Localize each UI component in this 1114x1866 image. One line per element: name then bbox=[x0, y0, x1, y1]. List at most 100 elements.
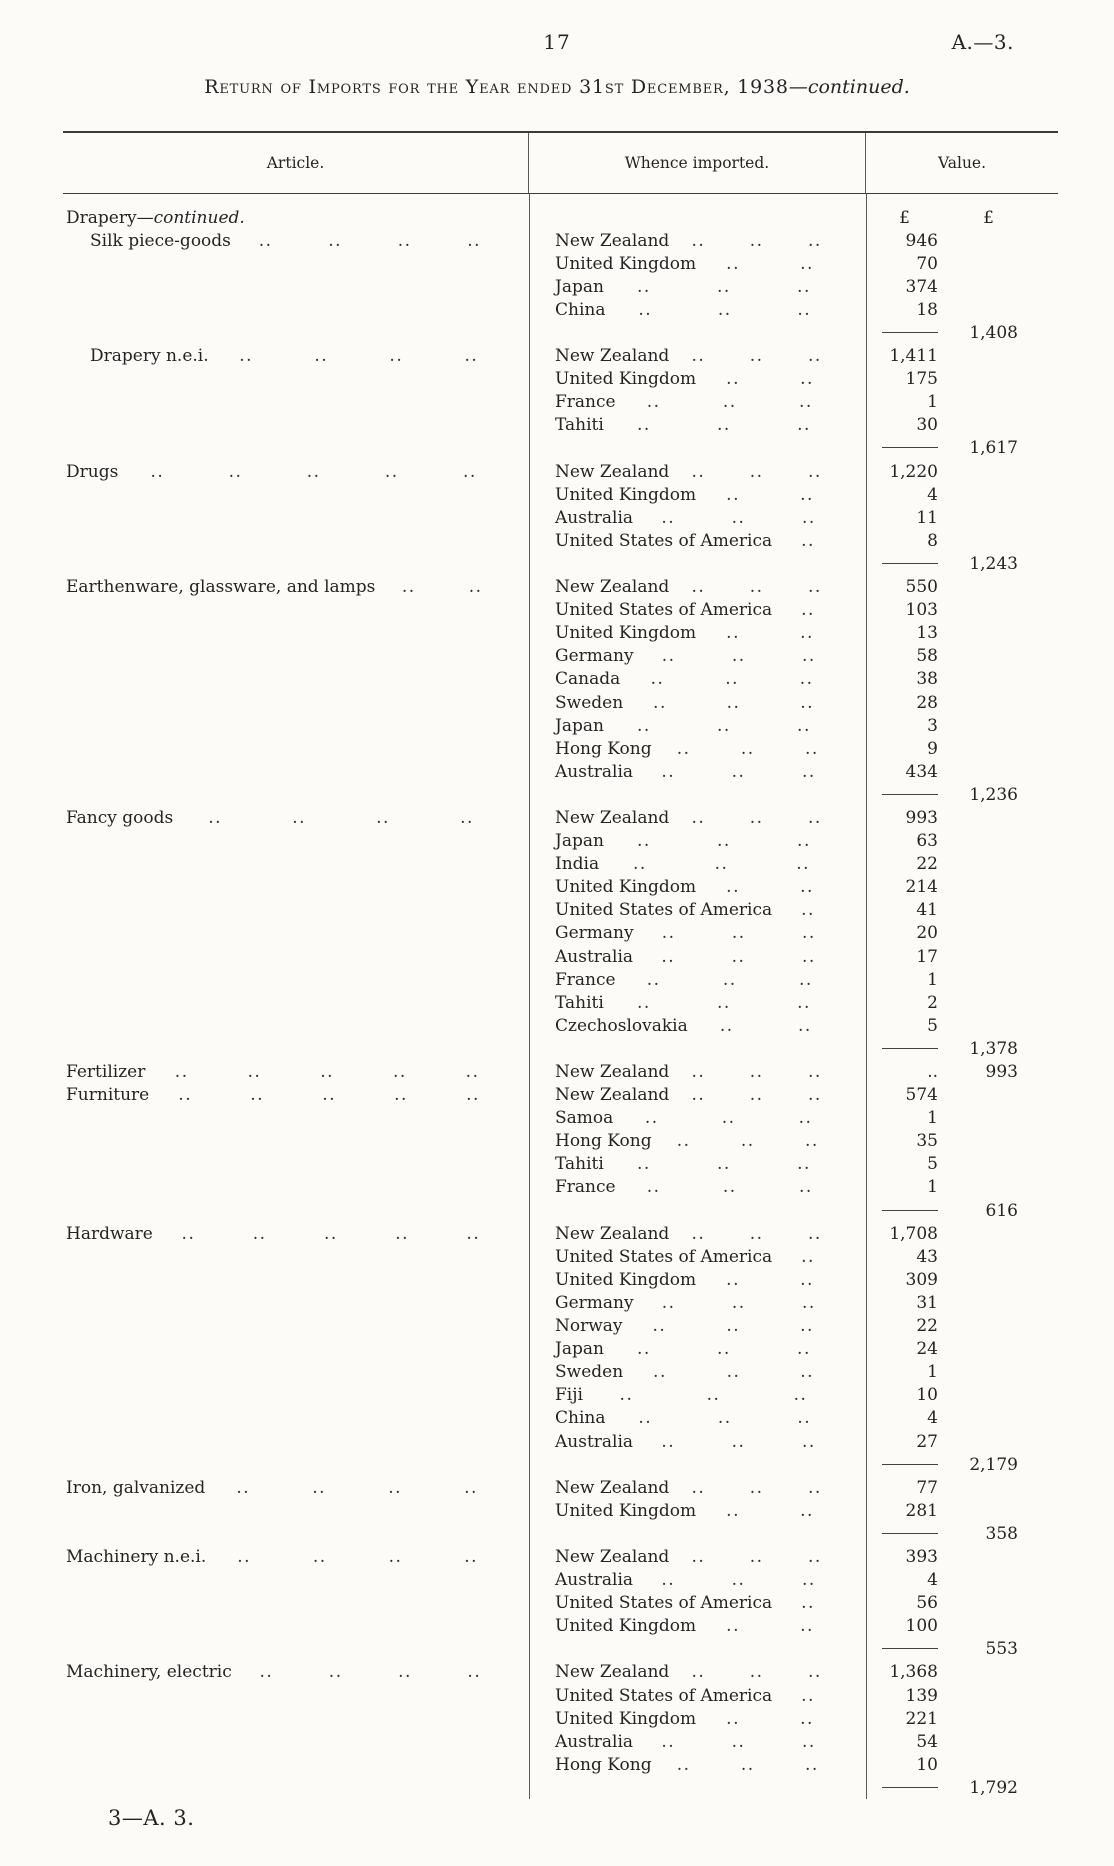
whence-cell: New Zealand...... bbox=[529, 577, 866, 597]
leader-dots: .. bbox=[802, 646, 816, 667]
whence-cell: United Kingdom.... bbox=[529, 1270, 866, 1290]
country-label: United States of America bbox=[555, 900, 773, 921]
whence-cell: United Kingdom.... bbox=[529, 877, 866, 897]
table-row: France...... 1 bbox=[63, 391, 1058, 414]
value-cell: 374 bbox=[905, 276, 938, 297]
leader-dots: .. bbox=[797, 1339, 811, 1360]
leader-dots: .. bbox=[807, 1223, 822, 1244]
country-label: Australia bbox=[555, 1731, 634, 1752]
group-heading-row: Drapery—continued. £ £ bbox=[63, 206, 1058, 229]
country-label: Australia bbox=[555, 946, 634, 967]
total-cell: 1,243 bbox=[969, 553, 1018, 574]
leader-dots: .. bbox=[394, 1085, 408, 1106]
leader-dots: .. bbox=[398, 1662, 412, 1683]
whence-cell: United States of America.. bbox=[529, 600, 866, 620]
whence-cell: Sweden...... bbox=[529, 1362, 866, 1382]
table-row: Japan...... 3 bbox=[63, 714, 1058, 737]
table-row: Hong Kong...... 35 bbox=[63, 1130, 1058, 1153]
country-label: Germany bbox=[555, 923, 634, 944]
leader-dots: .. bbox=[650, 669, 665, 690]
leader-dots: .. bbox=[237, 1546, 251, 1567]
leader-dots: .. bbox=[714, 854, 729, 875]
whence-cell: Germany...... bbox=[529, 923, 866, 943]
leader-dots: .. bbox=[646, 392, 661, 413]
leader-dots: .. bbox=[721, 1108, 736, 1129]
subtotal-rule bbox=[882, 332, 938, 334]
leader-dots: .. bbox=[731, 507, 746, 528]
article-cell: Fertilizer.......... bbox=[63, 1062, 529, 1082]
value-cell: 221 bbox=[905, 1708, 938, 1729]
dot-leader: .... bbox=[696, 1616, 844, 1636]
subtotal-row: 1,617 bbox=[63, 437, 1058, 460]
table-row: Tahiti...... 2 bbox=[63, 991, 1058, 1014]
column-divider bbox=[529, 194, 530, 1800]
table-row: Sweden...... 28 bbox=[63, 691, 1058, 714]
leader-dots: .. bbox=[312, 1546, 327, 1567]
value-cell: 993 bbox=[905, 807, 938, 828]
table-row: Australia...... 27 bbox=[63, 1430, 1058, 1453]
whence-cell: France...... bbox=[529, 970, 866, 990]
whence-cell: New Zealand...... bbox=[529, 1478, 866, 1498]
country-label: Hong Kong bbox=[555, 1754, 652, 1775]
imports-table: Article. Whence imported. Value. Drapery… bbox=[63, 131, 1058, 1800]
leader-dots: .. bbox=[392, 1062, 407, 1083]
dot-leader: .......... bbox=[153, 1224, 509, 1244]
country-label: Tahiti bbox=[555, 415, 604, 436]
dot-leader: .... bbox=[696, 623, 844, 643]
country-label: Japan bbox=[555, 715, 604, 736]
article-cell: Earthenware, glassware, and lamps.... bbox=[63, 577, 529, 597]
article-cell: Hardware.......... bbox=[63, 1224, 529, 1244]
country-label: Australia bbox=[555, 507, 634, 528]
leader-dots: .. bbox=[636, 415, 651, 436]
whence-cell: Japan...... bbox=[529, 277, 866, 297]
table-row: Czechoslovakia.... 5 bbox=[63, 1014, 1058, 1037]
leader-dots: .. bbox=[467, 230, 482, 251]
whence-cell: United Kingdom.... bbox=[529, 1709, 866, 1729]
pound-sign: £ bbox=[899, 207, 910, 228]
leader-dots: .. bbox=[800, 369, 814, 390]
table-row: United States of America.. 103 bbox=[63, 599, 1058, 622]
leader-dots: .. bbox=[460, 807, 474, 828]
whence-cell: United States of America.. bbox=[529, 900, 866, 920]
article-label: Hardware bbox=[66, 1223, 153, 1244]
leader-dots: .. bbox=[801, 1246, 815, 1267]
dot-leader: ...... bbox=[652, 739, 844, 759]
dot-leader: ...... bbox=[604, 993, 844, 1013]
leader-dots: .. bbox=[717, 1339, 731, 1360]
table-row: United Kingdom.... 100 bbox=[63, 1615, 1058, 1638]
table-body: Drapery—continued. £ £ Silk piece-goods....… bbox=[63, 194, 1058, 1800]
subtotal-row: 358 bbox=[63, 1522, 1058, 1545]
leader-dots: .. bbox=[799, 969, 813, 990]
value-cell: 550 bbox=[905, 577, 938, 598]
leader-dots: .. bbox=[797, 831, 811, 852]
table-row: Hong Kong...... 10 bbox=[63, 1753, 1058, 1776]
subtotal-row: 1,792 bbox=[63, 1776, 1058, 1799]
leader-dots: .. bbox=[722, 392, 737, 413]
table-header-row: Article. Whence imported. Value. bbox=[63, 133, 1058, 194]
dot-leader: ...... bbox=[669, 462, 844, 482]
dot-leader: .. bbox=[772, 1593, 844, 1613]
whence-cell: United States of America.. bbox=[529, 1593, 866, 1613]
dot-leader: .... bbox=[696, 1501, 844, 1521]
value-cell bbox=[866, 1201, 938, 1221]
dot-leader: ...... bbox=[634, 646, 844, 666]
whence-cell: Australia...... bbox=[529, 1432, 866, 1452]
value-cell: 41 bbox=[916, 900, 938, 921]
leader-dots: .. bbox=[228, 461, 243, 482]
group-heading-suffix: —continued. bbox=[136, 207, 245, 228]
report-title: Return of Imports for the Year ended 31s… bbox=[0, 76, 1114, 98]
leader-dots: .. bbox=[800, 1269, 814, 1290]
leader-dots: .. bbox=[726, 1500, 740, 1521]
whence-cell: New Zealand...... bbox=[529, 1085, 866, 1105]
table-row: Australia...... 11 bbox=[63, 506, 1058, 529]
article-label: Drapery n.e.i. bbox=[90, 346, 209, 367]
value-cell: 24 bbox=[916, 1339, 938, 1360]
table-row: United States of America.. 56 bbox=[63, 1592, 1058, 1615]
dot-leader: ...... bbox=[604, 415, 844, 435]
total-cell: 1,236 bbox=[969, 784, 1018, 805]
value-cell bbox=[866, 1639, 938, 1659]
value-cell: 18 bbox=[916, 299, 938, 320]
whence-cell: New Zealand...... bbox=[529, 346, 866, 366]
value-cell: 70 bbox=[916, 253, 938, 274]
whence-cell: China...... bbox=[529, 300, 866, 320]
